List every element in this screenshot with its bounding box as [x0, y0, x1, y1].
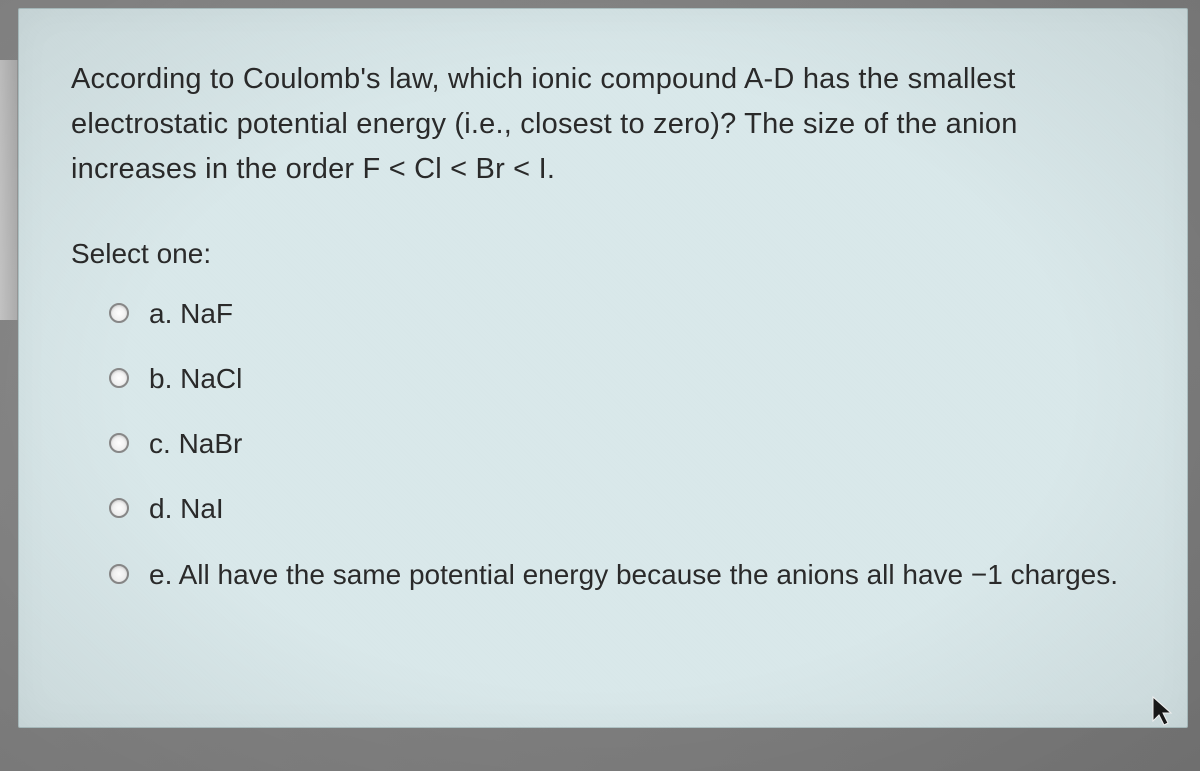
option-text: All have the same potential energy becau…: [179, 559, 1118, 590]
question-prompt: According to Coulomb's law, which ionic …: [71, 57, 1135, 192]
option-label-c[interactable]: c. NaBr: [149, 424, 1135, 463]
radio-option-a[interactable]: [109, 303, 129, 323]
option-row-b: b. NaCl: [109, 359, 1135, 398]
option-row-c: c. NaBr: [109, 424, 1135, 463]
option-letter: c.: [149, 428, 179, 459]
option-letter: d.: [149, 493, 180, 524]
screen-frame: According to Coulomb's law, which ionic …: [0, 0, 1200, 771]
option-label-d[interactable]: d. NaI: [149, 489, 1135, 528]
option-label-e[interactable]: e. All have the same potential energy be…: [149, 555, 1135, 594]
question-panel: According to Coulomb's law, which ionic …: [18, 8, 1188, 728]
option-label-a[interactable]: a. NaF: [149, 294, 1135, 333]
radio-option-d[interactable]: [109, 498, 129, 518]
option-letter: e.: [149, 559, 179, 590]
option-label-b[interactable]: b. NaCl: [149, 359, 1135, 398]
radio-option-b[interactable]: [109, 368, 129, 388]
option-row-e: e. All have the same potential energy be…: [109, 555, 1135, 594]
option-row-a: a. NaF: [109, 294, 1135, 333]
radio-option-c[interactable]: [109, 433, 129, 453]
option-text: NaI: [180, 493, 224, 524]
select-one-label: Select one:: [71, 238, 1135, 270]
option-letter: b.: [149, 363, 180, 394]
option-text: NaF: [180, 298, 233, 329]
radio-option-e[interactable]: [109, 564, 129, 584]
option-letter: a.: [149, 298, 180, 329]
option-row-d: d. NaI: [109, 489, 1135, 528]
option-text: NaCl: [180, 363, 242, 394]
answer-options-list: a. NaF b. NaCl c. NaBr: [71, 294, 1135, 594]
left-tab-edge: [0, 60, 18, 320]
option-text: NaBr: [179, 428, 243, 459]
